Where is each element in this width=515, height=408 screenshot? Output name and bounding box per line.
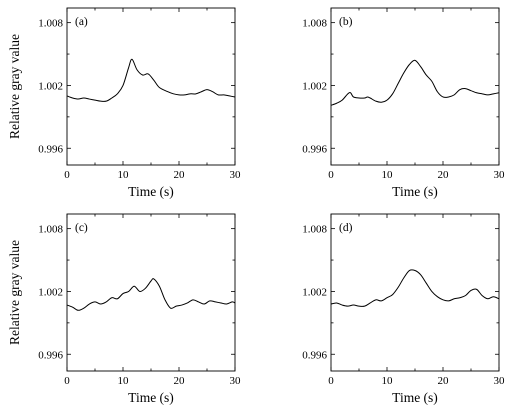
y-tick-label: 0.996 [38, 349, 63, 361]
x-tick-label: 10 [118, 375, 130, 387]
x-tick-label: 20 [438, 169, 450, 181]
panel-a: 0 10 20 30 0.996 1.002 1.008 (a) Time (s) Relativ… [7, 7, 242, 199]
series-line [330, 269, 500, 307]
plot-frame [330, 213, 500, 372]
y-tick-label: 0.996 [38, 143, 63, 155]
x-tick-label: 30 [494, 375, 506, 387]
series-line [330, 59, 500, 106]
x-tick-label: 30 [230, 375, 242, 387]
panel-label: (b) [339, 16, 353, 28]
x-axis-label: Time (s) [128, 390, 174, 405]
y-tick-label: 1.002 [302, 80, 327, 92]
y-tick-label: 1.002 [38, 80, 63, 92]
panel-label: (d) [339, 222, 353, 234]
panel-c: 0 10 20 30 0.996 1.002 1.008 (c) Time (s) Relativ… [7, 213, 242, 405]
panel-b: 0 10 20 30 0.996 1.002 1.008 (b) Time (s) [302, 7, 506, 199]
y-tick-label: 1.002 [302, 286, 327, 298]
x-tick-label: 20 [438, 375, 450, 387]
x-axis-label: Time (s) [128, 184, 174, 199]
panel-label: (c) [75, 222, 88, 234]
y-tick-label: 1.008 [38, 18, 63, 30]
panel-label: (a) [75, 16, 88, 28]
y-tick-label: 0.996 [302, 143, 327, 155]
series-line [66, 278, 236, 311]
plot-frame [66, 7, 236, 166]
plot-frame [66, 213, 236, 372]
y-axis-label: Relative gray value [7, 34, 22, 139]
series-line [66, 58, 236, 102]
y-tick-label: 1.008 [302, 18, 327, 30]
x-axis-label: Time (s) [392, 390, 438, 405]
x-tick-label: 20 [174, 169, 186, 181]
x-tick-label: 20 [174, 375, 186, 387]
x-tick-label: 0 [328, 169, 334, 181]
y-tick-label: 1.008 [38, 224, 63, 236]
x-tick-label: 0 [328, 375, 334, 387]
y-tick-label: 0.996 [302, 349, 327, 361]
x-tick-label: 10 [118, 169, 130, 181]
y-tick-label: 1.008 [302, 224, 327, 236]
x-tick-label: 30 [494, 169, 506, 181]
plot-frame [330, 7, 500, 166]
x-tick-label: 0 [64, 169, 70, 181]
y-tick-label: 1.002 [38, 286, 63, 298]
x-tick-label: 10 [382, 375, 394, 387]
y-axis-label: Relative gray value [7, 240, 22, 345]
x-tick-label: 10 [382, 169, 394, 181]
x-tick-label: 30 [230, 169, 242, 181]
x-axis-label: Time (s) [392, 184, 438, 199]
panel-d: 0 10 20 30 0.996 1.002 1.008 (d) Time (s) [302, 213, 506, 405]
x-tick-label: 0 [64, 375, 70, 387]
